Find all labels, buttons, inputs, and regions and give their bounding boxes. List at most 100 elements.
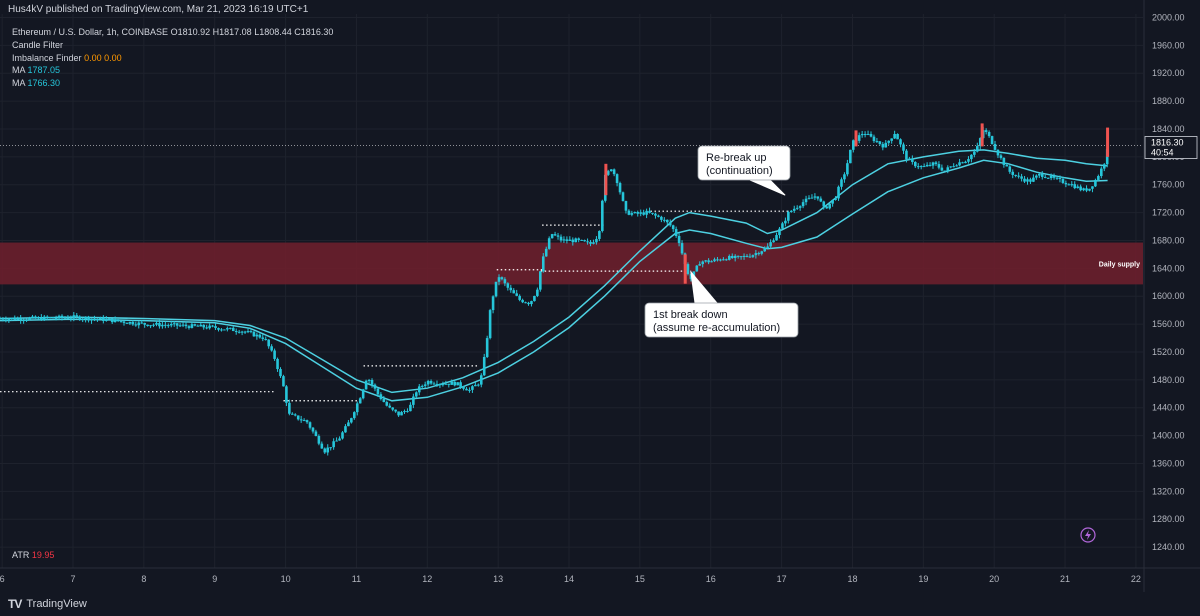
atr-legend[interactable]: ATR 19.95	[12, 550, 54, 560]
candle-body	[208, 325, 211, 329]
candle-body	[674, 229, 678, 237]
candle-body	[134, 324, 138, 326]
candle-body	[172, 323, 176, 325]
candle-body	[1102, 164, 1106, 169]
candle-body	[993, 143, 997, 150]
candle-body	[10, 317, 14, 319]
candle-body	[680, 243, 684, 254]
candle-body	[727, 255, 731, 260]
candle-body	[184, 324, 188, 327]
candle-body-highlight	[1106, 127, 1110, 157]
candle-body	[784, 220, 787, 224]
candle-body	[872, 136, 876, 142]
candle-body	[400, 412, 403, 416]
candle-body	[1049, 175, 1053, 179]
candle-body	[813, 196, 817, 198]
candle-body	[1055, 177, 1059, 179]
callout-text: Re-break up	[706, 152, 767, 164]
candle-body	[931, 162, 935, 166]
legend-h-label: H	[212, 27, 220, 37]
candle-body	[609, 169, 613, 172]
candle-body	[261, 337, 265, 339]
legend-indicator-candle-filter[interactable]: Candle Filter	[12, 39, 333, 52]
price-axis-label: 1960.00	[1152, 40, 1185, 50]
candle-body	[544, 248, 548, 257]
price-axis-label: 1600.00	[1152, 291, 1185, 301]
lightning-icon[interactable]	[1080, 527, 1096, 543]
time-axis-label: 20	[989, 574, 999, 584]
candle-body	[766, 246, 769, 249]
candle-body	[415, 392, 418, 397]
candle-body-highlight	[604, 163, 608, 196]
legend-ma-1[interactable]: MA 1787.05	[12, 64, 333, 77]
price-axis-label: 1560.00	[1152, 319, 1185, 329]
candle-body	[760, 251, 764, 254]
indicator-value: 0.00	[84, 52, 102, 63]
candle-body	[78, 316, 82, 320]
time-axis-label: 10	[281, 574, 291, 584]
candle-body	[231, 327, 235, 332]
candle-body	[671, 225, 675, 230]
candle-body	[16, 318, 20, 320]
candle-body	[323, 448, 327, 453]
candle-body	[713, 259, 716, 262]
ma-label: MA	[12, 78, 26, 89]
candle-body	[1014, 174, 1017, 176]
candle-body	[19, 318, 22, 321]
legend-indicator-imbalance[interactable]: Imbalance Finder 0.00 0.00	[12, 52, 333, 65]
candle-body	[417, 386, 421, 393]
candle-body	[146, 324, 149, 326]
candle-body	[621, 192, 625, 202]
candle-body	[288, 402, 291, 414]
candle-body	[341, 432, 344, 439]
candle-body	[837, 186, 840, 199]
candle-body	[471, 386, 474, 390]
candle-body	[166, 325, 170, 327]
tradingview-logo[interactable]: TV TradingView	[8, 597, 87, 611]
candle-body	[1088, 188, 1091, 191]
time-axis-label: 21	[1060, 574, 1070, 584]
candle-body	[973, 151, 976, 155]
candle-body	[353, 412, 356, 419]
candle-body	[556, 235, 560, 237]
candle-body	[51, 317, 55, 319]
candle-body	[639, 212, 643, 214]
candle-body	[181, 324, 185, 326]
candle-body	[60, 315, 64, 318]
candle-body	[884, 142, 888, 148]
candle-body	[574, 238, 578, 243]
candle-body	[25, 319, 28, 321]
candle-body	[925, 164, 929, 167]
candle-body	[541, 256, 545, 272]
candle-body	[828, 203, 831, 209]
candle-body	[264, 338, 268, 340]
candle-body	[140, 322, 144, 324]
price-axis-label: 1400.00	[1152, 431, 1185, 441]
candle-body	[1100, 168, 1103, 177]
candle-body	[757, 253, 761, 255]
candle-body	[48, 317, 52, 319]
candle-body	[459, 382, 462, 387]
candle-body	[116, 319, 120, 322]
candle-body	[237, 331, 241, 333]
legend-o-value: 1810.92	[177, 27, 211, 37]
candle-body	[716, 259, 719, 261]
candle-body	[536, 289, 539, 296]
candle-body	[84, 317, 87, 320]
candle-body	[37, 317, 40, 319]
candle-body	[243, 331, 247, 333]
candle-body	[482, 356, 486, 376]
candle-body	[911, 158, 914, 162]
published-header: Hus4kV published on TradingView.com, Mar…	[8, 4, 309, 15]
candle-body	[964, 161, 967, 164]
price-axis-label: 1640.00	[1152, 263, 1185, 273]
candle-body	[28, 317, 31, 320]
candle-body	[379, 394, 383, 399]
legend-symbol-row[interactable]: Ethereum / U.S. Dollar, 1h, COINBASE O18…	[12, 26, 333, 39]
legend-ma-2[interactable]: MA 1766.30	[12, 77, 333, 90]
candle-body	[311, 427, 315, 432]
candle-body	[527, 302, 530, 305]
candle-body	[229, 327, 232, 329]
candle-body	[96, 319, 99, 321]
